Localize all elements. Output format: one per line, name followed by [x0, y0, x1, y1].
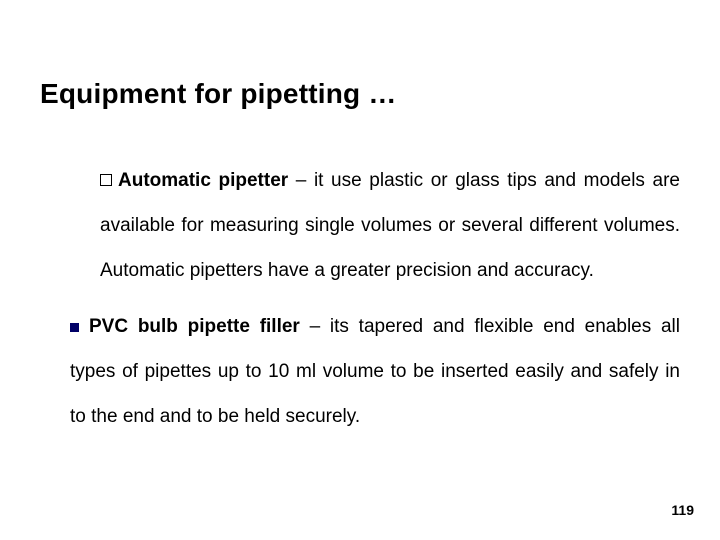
item-bold-lead: PVC bulb pipette filler: [89, 316, 300, 337]
slide-title: Equipment for pipetting …: [40, 78, 397, 110]
slide: Equipment for pipetting … Automatic pipe…: [0, 0, 720, 540]
hollow-square-icon: [100, 174, 112, 186]
filled-square-icon: [70, 323, 79, 332]
slide-body: Automatic pipetter – it use plastic or g…: [40, 158, 680, 439]
page-number: 119: [671, 502, 694, 518]
list-item: Automatic pipetter – it use plastic or g…: [100, 158, 680, 294]
item-bold-lead: Automatic pipetter: [118, 170, 288, 191]
list-item: PVC bulb pipette filler – its tapered an…: [70, 304, 680, 440]
